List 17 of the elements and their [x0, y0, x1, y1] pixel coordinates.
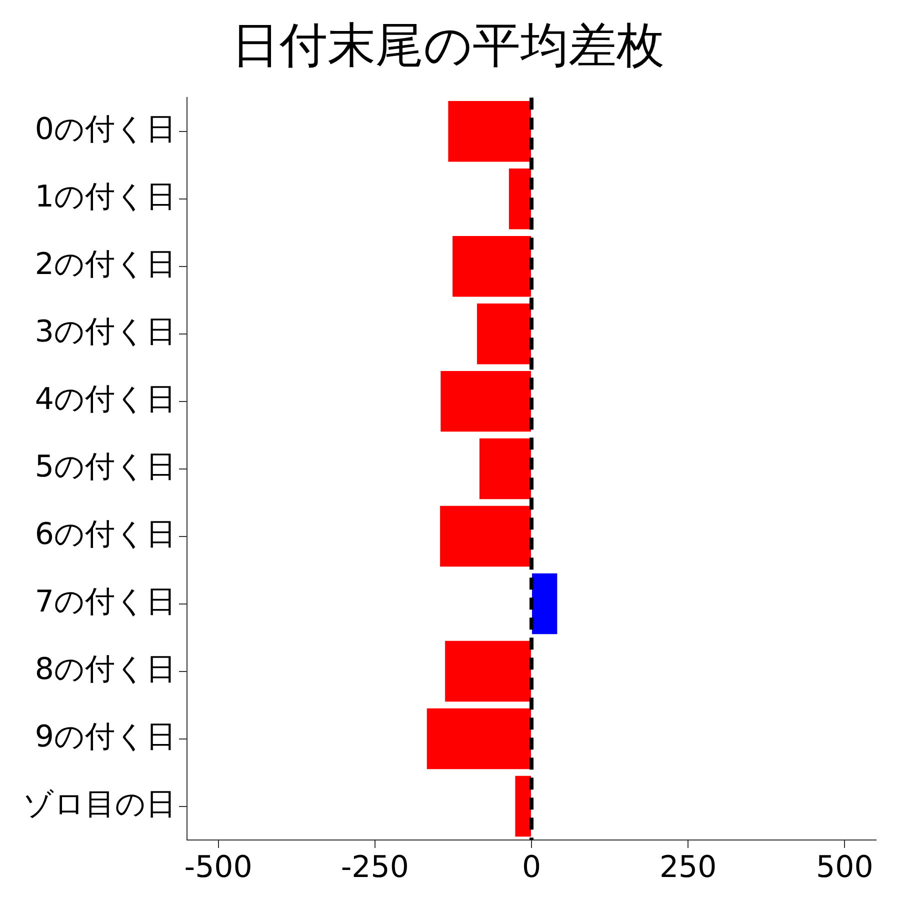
chart-title: 日付末尾の平均差枚: [232, 17, 664, 74]
x-tick-label: 500: [816, 850, 874, 885]
y-tick-label: 0の付く日: [34, 112, 176, 148]
y-tick-label: 5の付く日: [34, 450, 176, 485]
x-tick-label: 250: [659, 850, 717, 885]
y-tick-label: ゾロ目の日: [23, 787, 176, 822]
y-tick-label: 2の付く日: [34, 247, 176, 282]
y-tick-label: 7の付く日: [34, 584, 176, 620]
y-tick-label: 4の付く日: [34, 382, 176, 418]
x-tick-label: -250: [340, 850, 409, 885]
y-tick-label: 1の付く日: [34, 180, 176, 215]
x-tick-label: -500: [184, 850, 252, 885]
y-tick-label: 8の付く日: [34, 652, 176, 688]
y-tick-label: 3の付く日: [34, 314, 176, 350]
y-tick-label: 6の付く日: [34, 517, 176, 552]
y-tick-label: 9の付く日: [34, 720, 176, 755]
x-tick-label: 0: [522, 850, 542, 885]
